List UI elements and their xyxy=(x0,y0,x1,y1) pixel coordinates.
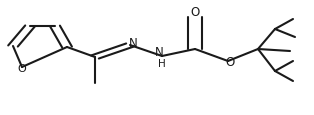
Text: O: O xyxy=(18,63,26,73)
Text: H: H xyxy=(158,59,166,68)
Text: O: O xyxy=(190,5,200,18)
Text: N: N xyxy=(129,37,137,50)
Text: O: O xyxy=(225,56,235,69)
Text: N: N xyxy=(154,46,163,59)
